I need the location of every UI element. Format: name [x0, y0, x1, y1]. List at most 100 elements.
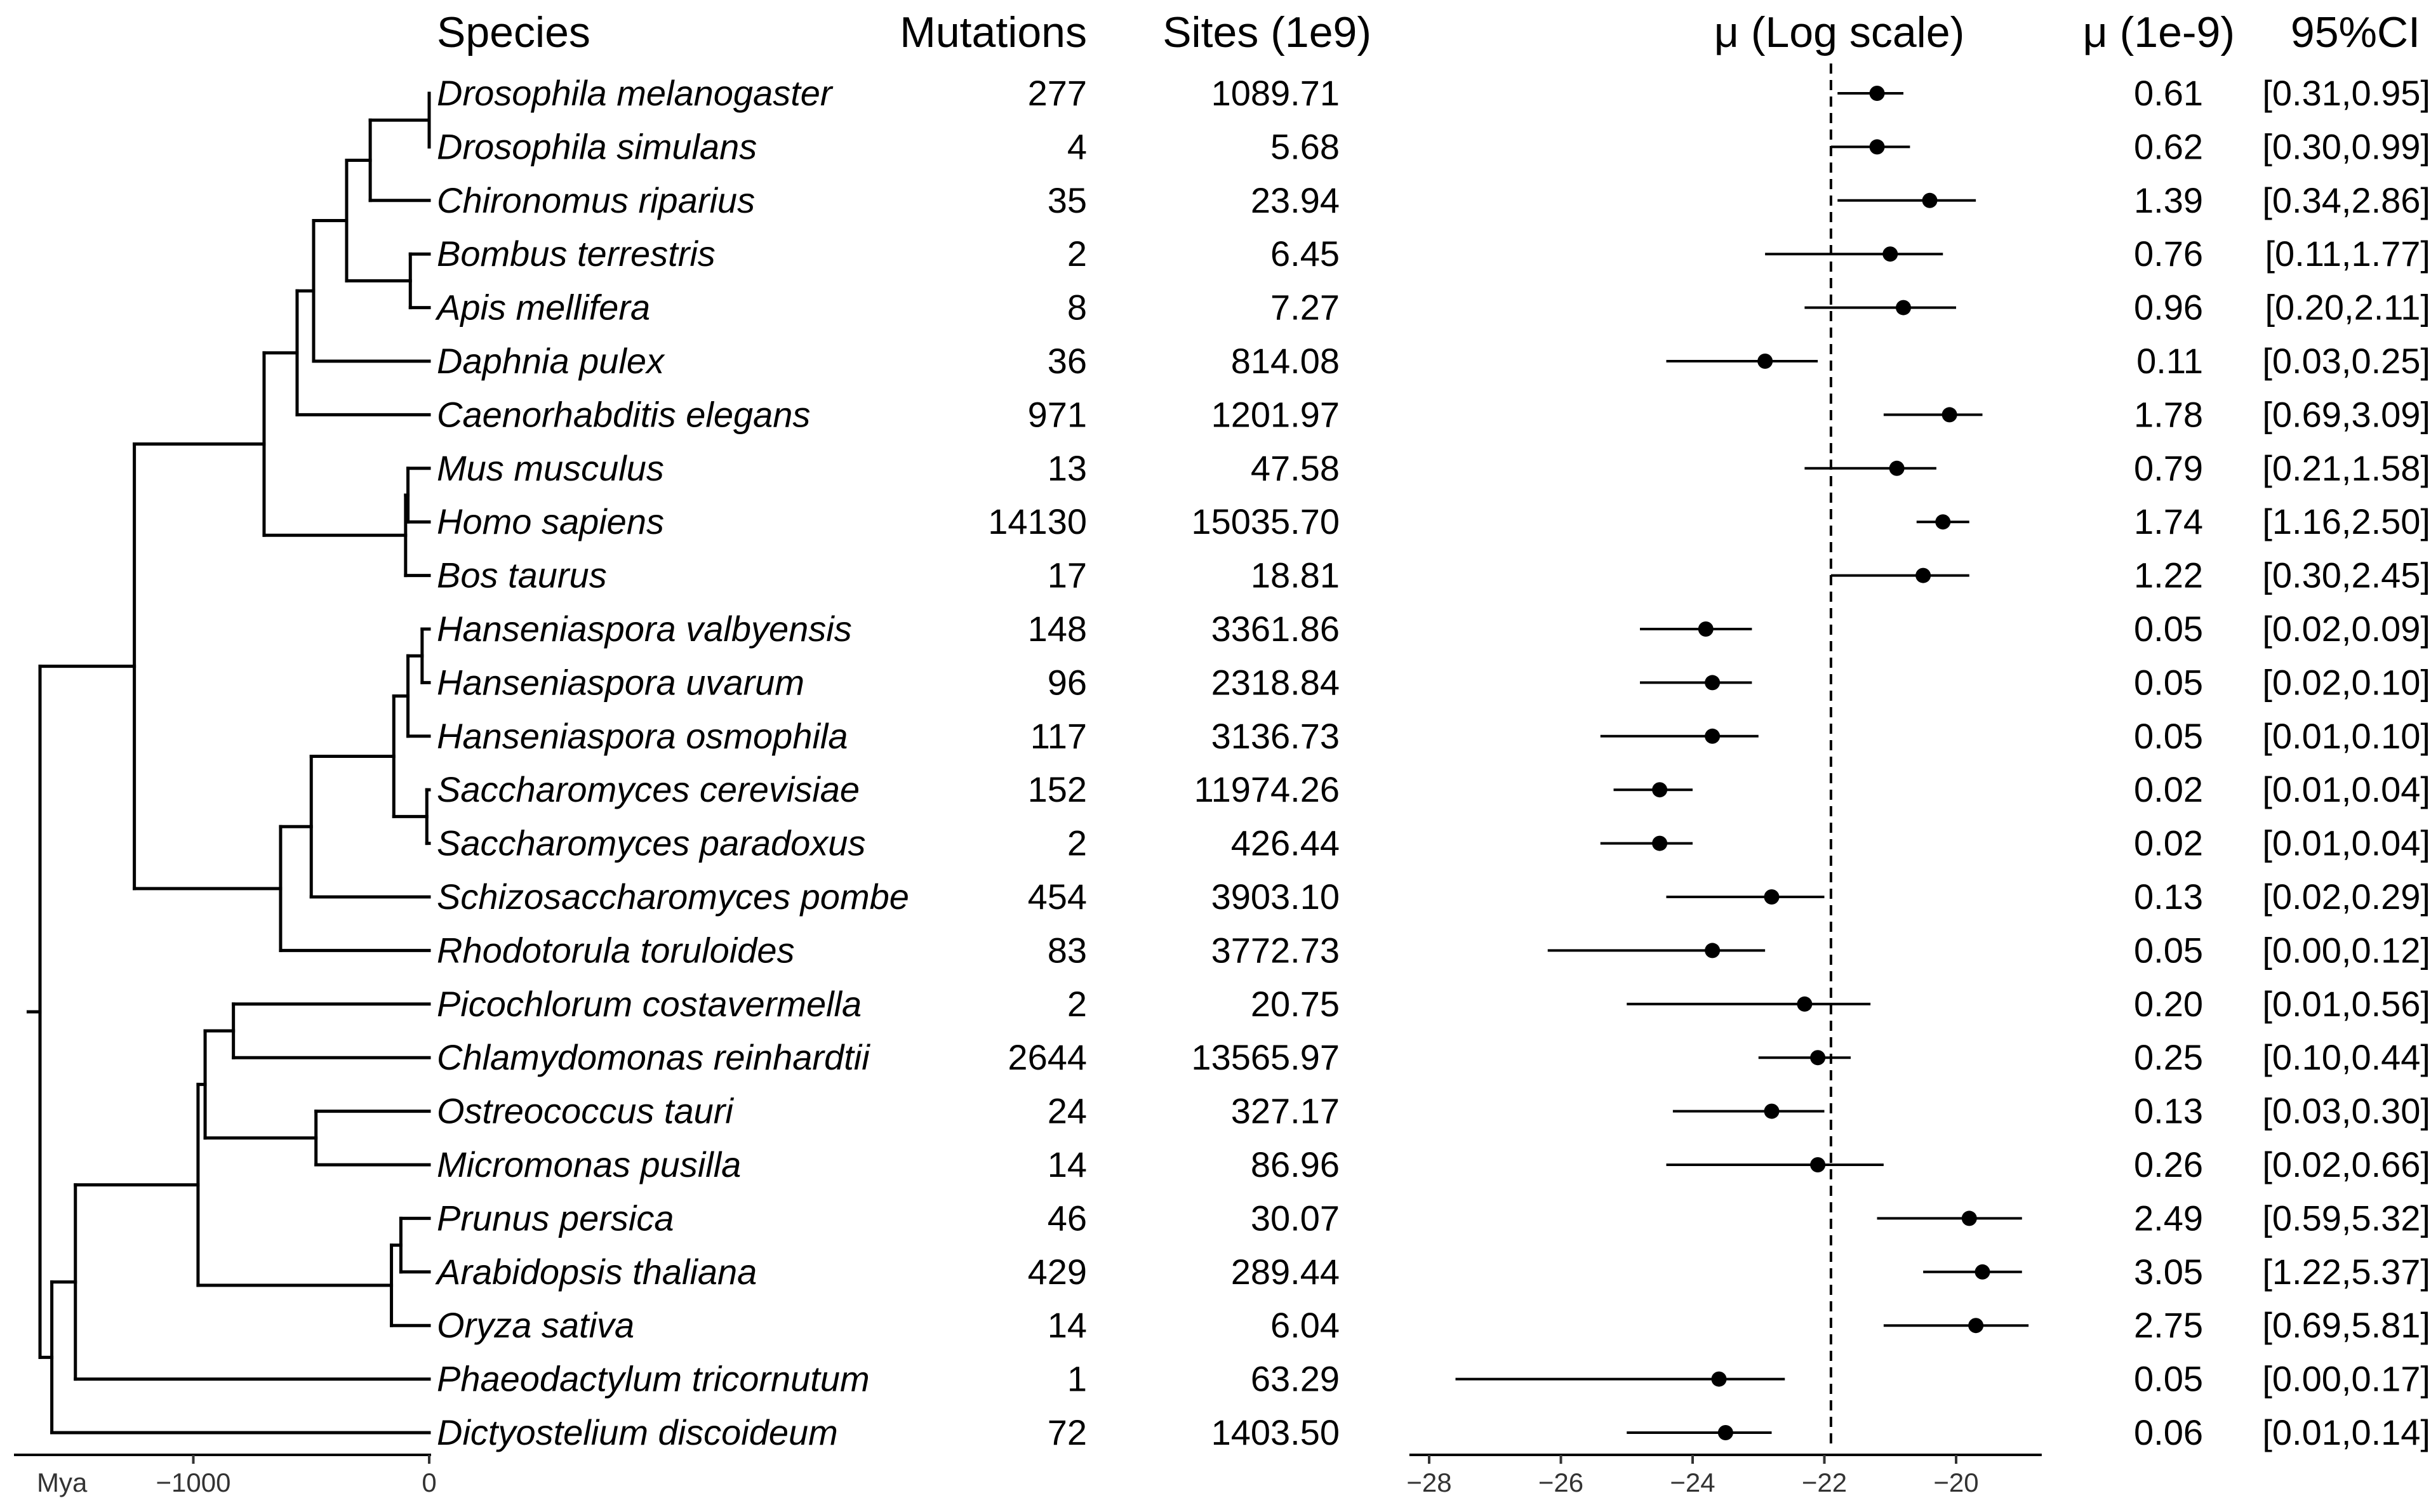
- ci-value: [0.02,0.29]: [2262, 877, 2430, 917]
- mutations-value: 14130: [988, 501, 1087, 541]
- ci-value: [0.01,0.04]: [2262, 769, 2430, 809]
- mutations-value: 96: [1048, 662, 1087, 702]
- ci-value: [1.22,5.37]: [2262, 1252, 2430, 1292]
- ci-value: [1.16,2.50]: [2262, 501, 2430, 541]
- species-name: Saccharomyces paradoxus: [437, 823, 865, 863]
- species-name: Arabidopsis thaliana: [435, 1252, 757, 1292]
- sites-value: 6.45: [1270, 234, 1340, 274]
- sites-value: 18.81: [1251, 555, 1340, 595]
- mutations-value: 2: [1067, 234, 1087, 274]
- species-name: Apis mellifera: [435, 288, 650, 328]
- sites-value: 47.58: [1251, 448, 1340, 488]
- mu-point: [1810, 1157, 1826, 1172]
- ci-value: [0.01,0.10]: [2262, 716, 2430, 756]
- ci-value: [0.11,1.77]: [2265, 234, 2430, 274]
- species-table: Drosophila melanogaster 277 1089.71 0.61 [0.…: [435, 73, 2430, 1452]
- species-name: Picochlorum costavermella: [437, 984, 862, 1024]
- species-name: Schizosaccharomyces pombe: [437, 877, 909, 917]
- sites-value: 63.29: [1251, 1359, 1340, 1399]
- species-name: Hanseniaspora osmophila: [437, 716, 848, 756]
- mutations-value: 35: [1048, 180, 1087, 220]
- mutations-value: 971: [1028, 394, 1087, 434]
- ci-value: [0.00,0.12]: [2262, 930, 2430, 970]
- mutation-rate-axis: −28 −26 −24 −22 −20: [1406, 1454, 2042, 1497]
- ci-value: [0.02,0.09]: [2262, 609, 2430, 649]
- sites-value: 3361.86: [1211, 609, 1340, 649]
- species-name: Ostreococcus tauri: [437, 1091, 734, 1131]
- mu-point: [1810, 1050, 1826, 1066]
- species-name: Chlamydomonas reinhardtii: [437, 1037, 870, 1077]
- mutations-value: 24: [1048, 1091, 1087, 1131]
- header-sites: Sites (1e9): [1162, 8, 1371, 56]
- sites-value: 23.94: [1251, 180, 1340, 220]
- mutations-value: 36: [1048, 341, 1087, 381]
- mutations-value: 1: [1067, 1359, 1087, 1399]
- mu-value: 1.22: [2134, 555, 2203, 595]
- sites-value: 1089.71: [1211, 73, 1340, 113]
- header-mu: μ (1e-9): [2083, 8, 2235, 56]
- species-name: Homo sapiens: [437, 501, 664, 541]
- mu-value: 0.05: [2134, 930, 2203, 970]
- header-mutations: Mutations: [900, 8, 1087, 56]
- mutations-value: 117: [1030, 716, 1087, 756]
- species-name: Prunus persica: [437, 1198, 674, 1238]
- mu-value: 0.05: [2134, 716, 2203, 756]
- sites-value: 327.17: [1231, 1091, 1340, 1131]
- species-name: Dictyostelium discoideum: [437, 1412, 838, 1452]
- species-name: Drosophila simulans: [437, 126, 757, 166]
- mu-point: [1882, 246, 1898, 262]
- mu-value: 0.79: [2134, 448, 2203, 488]
- mu-point: [1764, 889, 1780, 905]
- ci-value: [0.69,5.81]: [2262, 1305, 2430, 1345]
- mu-point: [1705, 675, 1721, 691]
- tree-axis-label: Mya: [37, 1468, 88, 1497]
- species-name: Rhodotorula toruloides: [437, 930, 794, 970]
- mu-value: 0.20: [2134, 984, 2203, 1024]
- mu-value: 0.05: [2134, 662, 2203, 702]
- forest-axis-tick-label: −26: [1538, 1468, 1583, 1497]
- ci-value: [0.00,0.17]: [2262, 1359, 2430, 1399]
- mu-point: [1717, 1425, 1733, 1440]
- ci-value: [0.21,1.58]: [2262, 448, 2430, 488]
- mutations-value: 454: [1028, 877, 1087, 917]
- species-name: Bombus terrestris: [437, 234, 716, 274]
- ci-value: [0.30,0.99]: [2262, 126, 2430, 166]
- mu-value: 0.13: [2134, 1091, 2203, 1131]
- mu-value: 0.05: [2134, 609, 2203, 649]
- mu-point: [1941, 407, 1957, 423]
- mu-point: [1652, 782, 1668, 798]
- sites-value: 7.27: [1270, 288, 1340, 328]
- sites-value: 289.44: [1231, 1252, 1340, 1292]
- mutations-value: 8: [1067, 288, 1087, 328]
- ci-value: [0.31,0.95]: [2262, 73, 2430, 113]
- forest-axis-tick-label: −24: [1670, 1468, 1715, 1497]
- sites-value: 1403.50: [1211, 1412, 1340, 1452]
- sites-value: 11974.26: [1194, 769, 1340, 809]
- mu-point: [1968, 1318, 1984, 1334]
- species-name: Hanseniaspora valbyensis: [437, 609, 852, 649]
- mutations-value: 152: [1028, 769, 1087, 809]
- ci-value: [0.01,0.14]: [2262, 1412, 2430, 1452]
- sites-value: 1201.97: [1211, 394, 1340, 434]
- mutations-value: 14: [1048, 1144, 1087, 1184]
- ci-value: [0.01,0.56]: [2262, 984, 2430, 1024]
- forest-axis-tick-label: −28: [1406, 1468, 1451, 1497]
- mu-point: [1757, 354, 1773, 369]
- mu-value: 0.11: [2136, 341, 2203, 381]
- species-name: Bos taurus: [437, 555, 607, 595]
- header-mu-log: μ (Log scale): [1714, 8, 1964, 56]
- species-name: Hanseniaspora uvarum: [437, 662, 804, 702]
- mu-point: [1652, 835, 1668, 851]
- mu-value: 0.02: [2134, 769, 2203, 809]
- mutations-value: 2644: [1008, 1037, 1087, 1077]
- mutations-value: 13: [1048, 448, 1087, 488]
- ci-value: [0.01,0.04]: [2262, 823, 2430, 863]
- mu-point: [1922, 192, 1938, 208]
- sites-value: 20.75: [1251, 984, 1340, 1024]
- mu-point: [1935, 514, 1951, 530]
- tree-axis-tick-label: 0: [422, 1468, 436, 1497]
- species-name: Mus musculus: [437, 448, 664, 488]
- mu-value: 2.49: [2134, 1198, 2203, 1238]
- mu-value: 0.13: [2134, 877, 2203, 917]
